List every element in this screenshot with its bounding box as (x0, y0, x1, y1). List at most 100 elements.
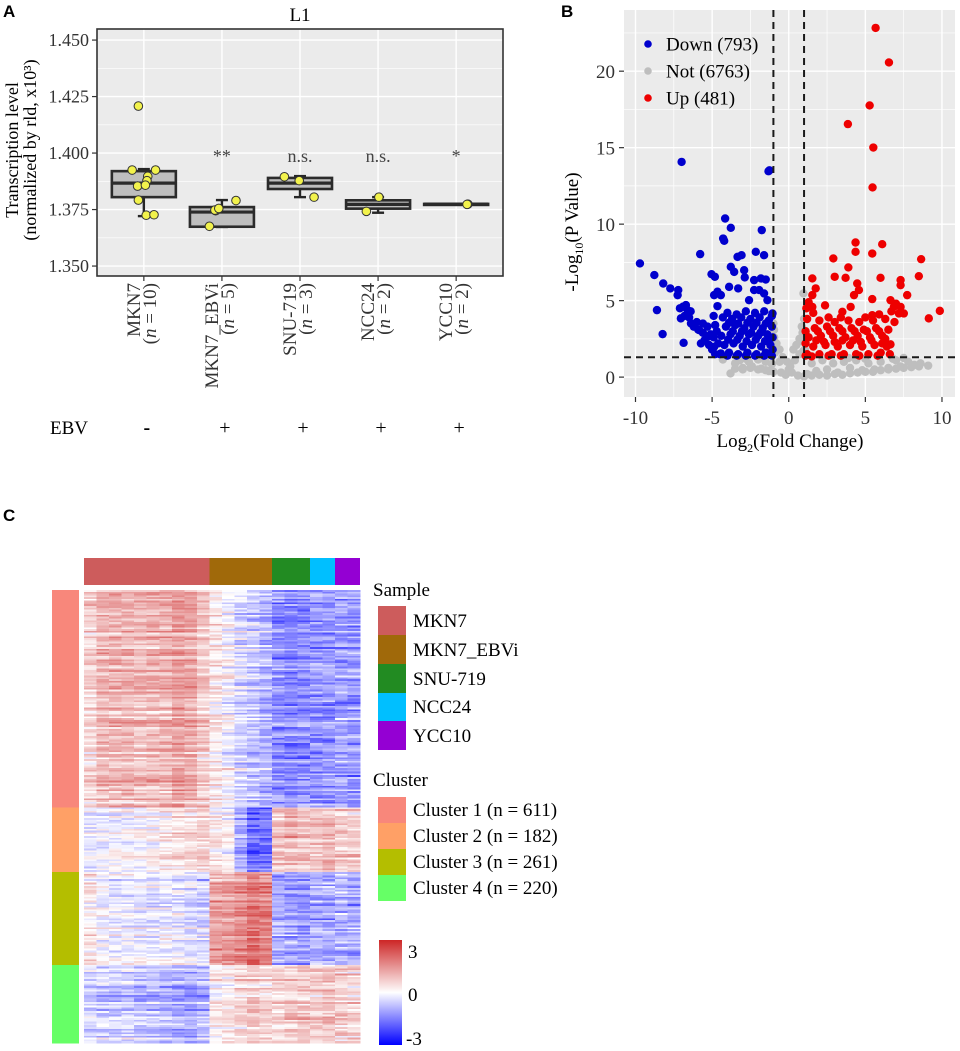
heatmap-cell (297, 607, 311, 610)
heatmap-cell (171, 862, 185, 866)
heatmap-cell (121, 920, 135, 923)
point-down (749, 275, 759, 285)
heatmap-cell (284, 866, 298, 869)
heatmap-cell (247, 677, 260, 680)
heatmap-cell (222, 613, 235, 616)
heatmap-cell (146, 888, 160, 891)
heatmap-cell (109, 918, 122, 921)
heatmap-cell (96, 620, 110, 623)
heatmap-cell (171, 898, 185, 901)
heatmap-cell (121, 638, 135, 641)
heatmap-cell (134, 943, 148, 946)
heatmap-cell (209, 604, 223, 607)
heatmap-cell (184, 684, 198, 687)
heatmap-cell (109, 916, 122, 919)
heatmap-cell (222, 753, 235, 756)
point-up (820, 301, 830, 310)
heatmap-cell (247, 834, 260, 837)
heatmap-cell (134, 904, 148, 907)
heatmap-cell (334, 645, 348, 648)
heatmap-cell (297, 893, 311, 896)
heatmap-cell (84, 768, 97, 771)
heatmap-cell (196, 743, 210, 746)
heatmap-cell (309, 873, 323, 876)
heatmap-cell (322, 613, 336, 616)
heatmap-cell (134, 913, 148, 916)
heatmap-cell (334, 668, 348, 671)
heatmap-cell (259, 866, 273, 869)
heatmap-cell (284, 941, 298, 944)
heatmap-cell (222, 870, 235, 873)
heatmap-cell (96, 666, 110, 669)
heatmap-cell (121, 732, 135, 735)
heatmap-cell (184, 805, 198, 808)
heatmap-cell (171, 787, 185, 790)
heatmap-cell (146, 864, 160, 867)
heatmap-cell (322, 755, 336, 758)
heatmap-cell (309, 868, 323, 871)
heatmap-cell (234, 927, 248, 930)
heatmap-cell (146, 744, 160, 748)
heatmap-cell (134, 807, 148, 810)
heatmap-cell (284, 927, 298, 930)
heatmap-cell (184, 819, 198, 822)
heatmap-cell (347, 768, 361, 771)
heatmap-cell (184, 809, 198, 812)
heatmap-cell (96, 946, 110, 950)
heatmap-cell (159, 807, 173, 810)
heatmap-cell (84, 654, 97, 657)
heatmap-cell (334, 755, 348, 758)
point-up (850, 327, 859, 336)
heatmap-cell (334, 888, 348, 891)
heatmap-cell (209, 780, 223, 783)
heatmap-cell (84, 895, 97, 898)
heatmap-cell (234, 807, 248, 810)
heatmap-cell (347, 771, 361, 774)
heatmap-cell (184, 620, 198, 623)
heatmap-cell (347, 871, 361, 875)
heatmap-cell (222, 611, 235, 614)
heatmap-cell (121, 636, 135, 639)
heatmap-cell (121, 613, 135, 616)
heatmap-cell (146, 753, 160, 756)
heatmap-cell (272, 725, 286, 728)
x-axis-title-subscript: 2 (747, 441, 753, 455)
heatmap-cell (121, 930, 135, 933)
heatmap-cell (96, 634, 110, 637)
data-point (141, 210, 151, 221)
point-not (845, 369, 855, 378)
heatmap-cell (297, 752, 311, 755)
heatmap-cell (259, 916, 273, 919)
heatmap-cell (209, 663, 223, 666)
heatmap-cell (284, 930, 298, 933)
heatmap-cell (209, 845, 223, 848)
heatmap-cell (209, 945, 223, 948)
heatmap-cell (322, 850, 336, 853)
heatmap-cell (284, 875, 298, 878)
heatmap-cell (134, 898, 148, 901)
heatmap-cell (146, 657, 160, 660)
heatmap-cell (284, 623, 298, 626)
heatmap-cell (196, 668, 210, 671)
point-up (849, 290, 859, 300)
heatmap-cell (171, 866, 185, 869)
heatmap-cell (259, 707, 273, 710)
heatmap-cell (159, 812, 173, 815)
heatmap-cell (96, 895, 110, 898)
heatmap-cell (309, 591, 323, 594)
heatmap-cell (284, 598, 298, 601)
heatmap-cell (159, 938, 173, 941)
heatmap-cell (159, 893, 173, 896)
heatmap-cell (121, 800, 135, 803)
heatmap-cell (109, 793, 122, 796)
point-up (914, 271, 924, 281)
heatmap-cell (109, 871, 122, 875)
heatmap-cell (272, 938, 286, 941)
heatmap-cell (347, 787, 361, 790)
heatmap-cell (196, 625, 210, 628)
heatmap-cell (272, 753, 286, 756)
heatmap-cell (171, 597, 185, 600)
heatmap-cell (222, 675, 235, 678)
heatmap-cell (121, 755, 135, 758)
heatmap-cell (84, 670, 97, 673)
